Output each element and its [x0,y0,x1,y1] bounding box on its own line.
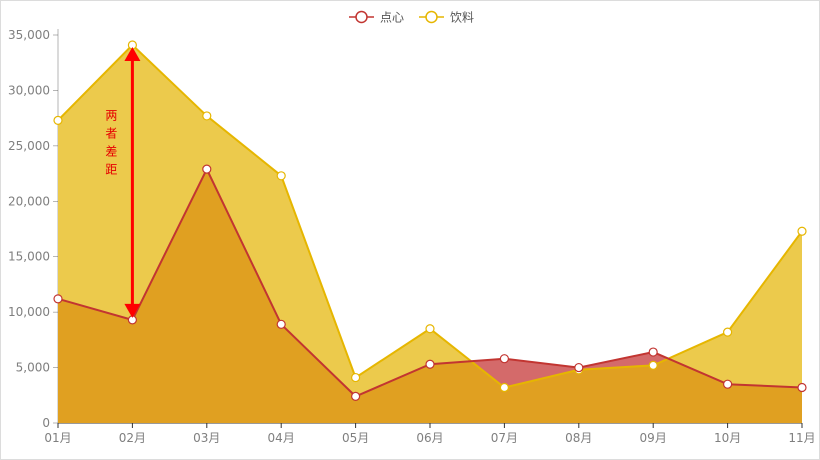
data-point-dianxin [425,359,435,369]
x-tick-label: 08月 [565,431,592,445]
x-tick-label: 04月 [268,431,295,445]
y-tick-label: 30,000 [8,83,50,97]
legend-item: 饮料 [419,11,474,25]
data-point-dianxin [648,347,658,357]
annotation-arrow-head-down [124,303,141,318]
x-tick-label: 07月 [491,431,518,445]
legend-label: 饮料 [450,11,474,25]
x-tick-label: 10月 [714,431,741,445]
x-tick-label: 01月 [44,431,71,445]
y-tick-label: 10,000 [8,305,50,319]
legend-item: 点心 [349,11,404,25]
legend-label: 点心 [380,11,404,25]
data-point-yinliao [351,372,361,383]
legend-marker [355,10,368,24]
data-point-yinliao [797,226,807,236]
x-tick-label: 11月 [788,431,815,445]
y-tick-label: 25,000 [8,139,50,153]
data-point-yinliao [499,382,509,393]
data-point-yinliao [425,324,435,334]
data-point-dianxin [351,391,361,401]
y-tick-label: 15,000 [8,250,50,264]
data-point-yinliao [202,111,212,121]
data-point-dianxin [722,379,733,389]
data-point-yinliao [53,115,63,125]
data-point-yinliao [648,360,658,370]
series-overlap-area [58,169,802,423]
data-point-dianxin [202,164,212,174]
y-tick-label: 5,000 [16,361,50,375]
annotation-label: 两者差距 [105,108,117,176]
y-tick-label: 20,000 [8,194,50,208]
legend-marker [425,10,438,24]
x-tick-label: 09月 [640,431,667,445]
x-tick-label: 03月 [193,431,220,445]
data-point-dianxin [797,382,807,393]
y-tick-label: 35,000 [8,28,50,42]
x-tick-label: 05月 [342,431,369,445]
x-tick-label: 02月 [119,431,146,445]
annotation-arrow-head-up [124,46,141,61]
data-point-yinliao [722,327,733,337]
data-point-dianxin [276,319,286,329]
data-point-dianxin [574,362,584,373]
data-point-dianxin [499,354,509,364]
data-point-yinliao [276,171,286,181]
x-tick-label: 06月 [416,431,443,445]
data-point-dianxin [53,294,63,304]
y-tick-label: 0 [42,416,50,430]
